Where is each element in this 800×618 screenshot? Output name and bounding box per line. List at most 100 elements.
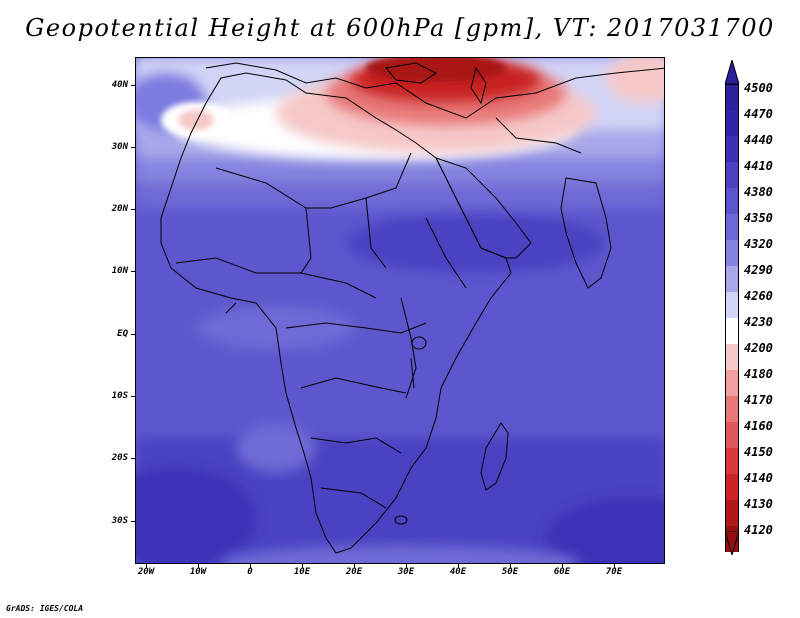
lake-victoria <box>411 336 427 350</box>
colorbar-swatch <box>725 474 739 500</box>
lon-tick <box>354 564 355 568</box>
colorbar-swatch <box>725 318 739 344</box>
africa-coast <box>160 72 512 554</box>
lat-label-20s: 20S <box>111 453 128 463</box>
colorbar-swatch <box>725 84 739 110</box>
colorbar-label: 4230 <box>744 315 773 329</box>
colorbar-label: 4130 <box>744 497 773 511</box>
caspian-sea <box>470 66 487 105</box>
lon-tick <box>406 564 407 568</box>
lon-tick <box>510 564 511 568</box>
black-sea <box>385 62 437 84</box>
coast-detail <box>225 302 237 314</box>
colorbar-swatch <box>725 422 739 448</box>
colorbar-label: 4150 <box>744 445 773 459</box>
colorbar-swatch <box>725 500 739 526</box>
border-sudan <box>365 197 387 269</box>
colorbar-swatch <box>725 214 739 240</box>
field-high-max <box>366 58 506 82</box>
lat-tick <box>131 458 135 459</box>
lat-label-10n: 10N <box>111 266 128 276</box>
colorbar-swatch <box>725 110 739 136</box>
lon-tick <box>198 564 199 568</box>
lon-tick <box>458 564 459 568</box>
field-high-west <box>178 110 214 130</box>
border-sahel <box>175 257 377 299</box>
lat-tick <box>131 334 135 335</box>
colorbar-swatch <box>725 344 739 370</box>
lon-label-70e: 70E <box>605 567 623 577</box>
grads-credit: GrADS: IGES/COLA <box>6 604 84 613</box>
colorbar-label: 4140 <box>744 471 773 485</box>
colorbar-swatch <box>725 136 739 162</box>
madagascar-coast <box>480 422 509 491</box>
lon-label-60e: 60E <box>553 567 571 577</box>
lon-tick <box>562 564 563 568</box>
lon-tick <box>614 564 615 568</box>
lat-tick <box>131 271 135 272</box>
lat-tick <box>131 147 135 148</box>
geopotential-field <box>136 58 664 563</box>
lat-label-30n: 30N <box>111 142 128 152</box>
colorbar-label: 4200 <box>744 341 773 355</box>
field-se-low <box>546 498 664 563</box>
lat-label-30s: 30S <box>111 516 128 526</box>
colorbar-label: 4500 <box>744 81 773 95</box>
lat-label-40n: 40N <box>111 80 128 90</box>
colorbar-label: 4160 <box>744 419 773 433</box>
colorbar-label: 4470 <box>744 107 773 121</box>
lon-label-20w: 20W <box>137 567 155 577</box>
colorbar-swatch <box>725 266 739 292</box>
lon-tick <box>302 564 303 568</box>
colorbar-label: 4260 <box>744 289 773 303</box>
field-ethiopia <box>346 213 606 273</box>
lesotho <box>394 515 408 525</box>
lat-tick <box>131 396 135 397</box>
lon-label-40e: 40E <box>449 567 467 577</box>
lat-tick <box>131 209 135 210</box>
map-panel <box>135 57 665 564</box>
lon-label-0: 0 <box>247 567 253 577</box>
border-southafrica <box>320 487 387 509</box>
lon-label-20e: 20E <box>345 567 363 577</box>
coastlines <box>160 62 664 554</box>
field-sw-low <box>136 468 256 563</box>
lat-label-10s: 10S <box>111 391 128 401</box>
border-sahara <box>215 152 412 209</box>
lon-label-10w: 10W <box>189 567 207 577</box>
lat-tick <box>131 85 135 86</box>
colorbar-label: 4350 <box>744 211 773 225</box>
colorbar-swatch <box>725 188 739 214</box>
lon-tick <box>250 564 251 568</box>
field-angola <box>236 423 316 473</box>
map-title: Geopotential Height at 600hPa [gpm], VT:… <box>25 14 775 42</box>
lat-label-eq: EQ <box>117 329 128 339</box>
colorbar-bottom-arrow <box>724 530 740 559</box>
colorbar-swatch <box>725 448 739 474</box>
lon-label-30e: 30E <box>397 567 415 577</box>
border-namibia <box>310 437 402 454</box>
colorbar-label: 4440 <box>744 133 773 147</box>
colorbar-label: 4290 <box>744 263 773 277</box>
colorbar-swatch <box>725 162 739 188</box>
colorbar-label: 4380 <box>744 185 773 199</box>
border-east <box>400 297 417 399</box>
border-horn <box>425 217 467 289</box>
field-south-ridge <box>221 545 581 563</box>
colorbar-label: 4320 <box>744 237 773 251</box>
lon-label-50e: 50E <box>501 567 519 577</box>
lon-tick <box>146 564 147 568</box>
colorbar-label: 4180 <box>744 367 773 381</box>
colorbar-swatch <box>725 370 739 396</box>
lake-tanganyika <box>410 357 415 389</box>
border-niger <box>300 207 312 274</box>
colorbar-label: 4410 <box>744 159 773 173</box>
border-iran <box>495 117 582 154</box>
india-coast <box>560 177 612 289</box>
colorbar-swatch <box>725 240 739 266</box>
lat-label-20n: 20N <box>111 204 128 214</box>
colorbar-label: 4120 <box>744 523 773 537</box>
lat-tick <box>131 521 135 522</box>
colorbar-swatch <box>725 292 739 318</box>
arabia-coast <box>435 157 532 259</box>
